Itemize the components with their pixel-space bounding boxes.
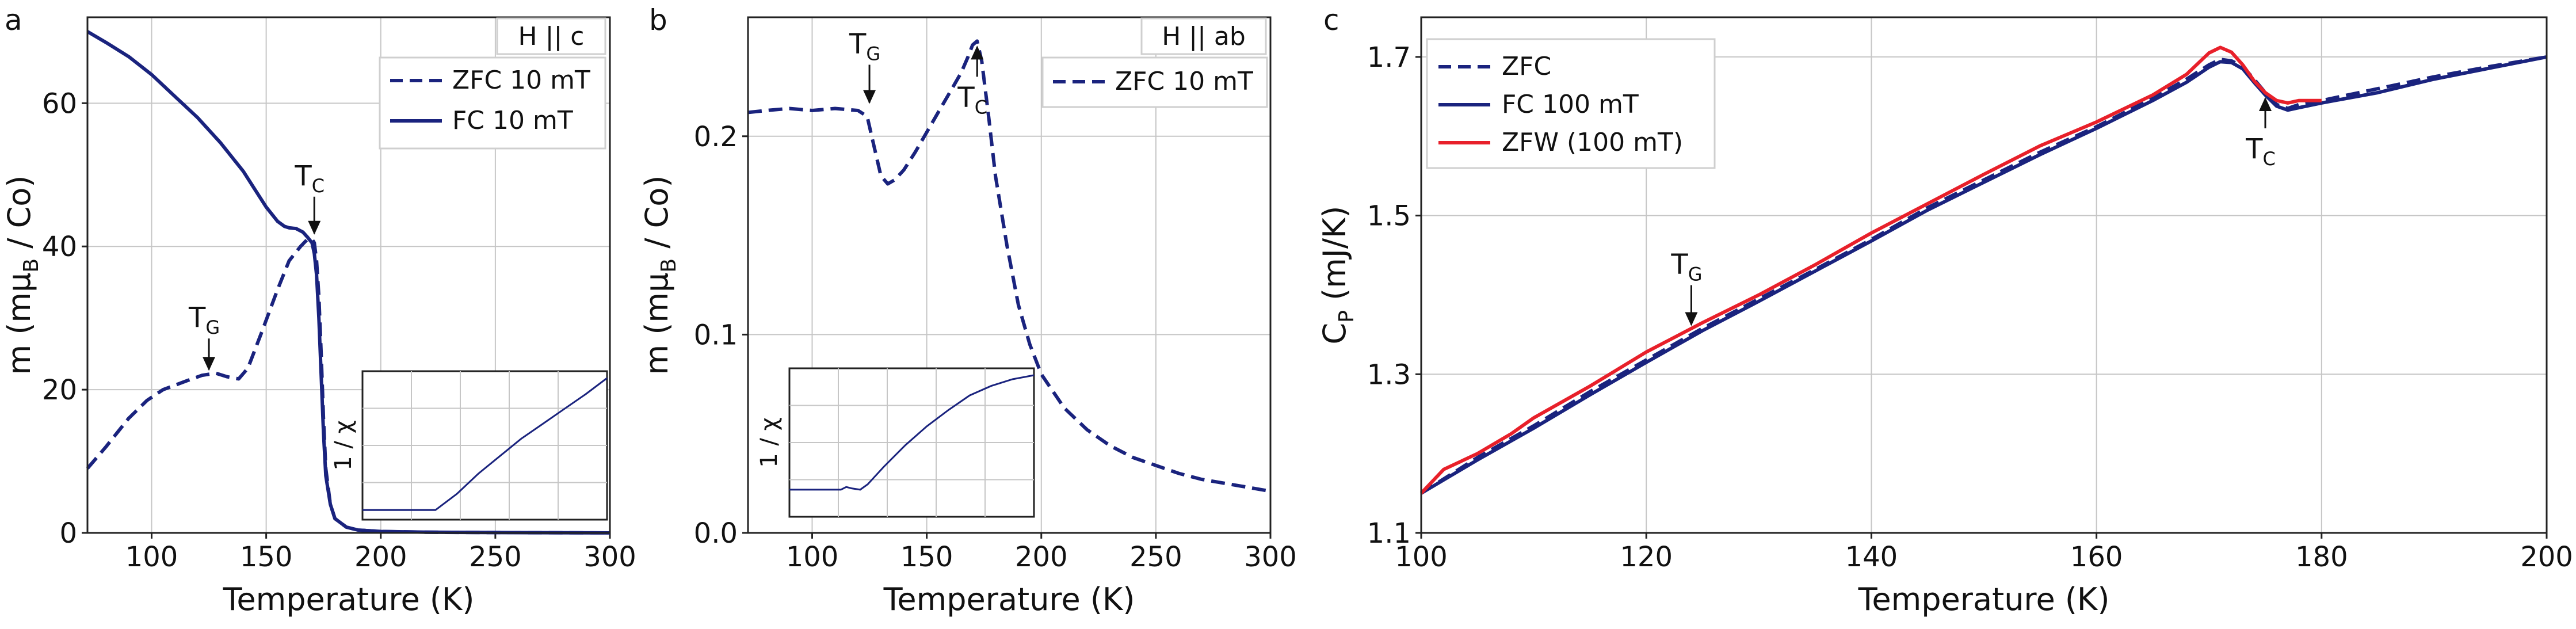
panel-a: a 100 150 200 250 300 0 20 40 60 1 / χ H || c ZF… xyxy=(1,3,636,617)
panel-b-inset: 1 / χ xyxy=(756,367,1035,518)
panel-c-letter: c xyxy=(1323,3,1339,37)
panel-b-inset-ylabel: 1 / χ xyxy=(756,417,783,467)
panel-b-letter: b xyxy=(649,3,667,37)
y-tick-label: 20 xyxy=(42,374,77,406)
panel-c: c 100 120 140 160 180 200 1.1 1.3 1.5 1.7 ZFC FC … xyxy=(1316,3,2573,617)
annotation-TG-label: TG xyxy=(849,28,880,65)
x-tick-label: 100 xyxy=(125,541,178,573)
panel-b-legend: ZFC 10 mT xyxy=(1041,56,1268,108)
series-fc-10-mt-line xyxy=(86,30,610,535)
x-tick-label: 160 xyxy=(2070,541,2123,573)
annotation-arrowhead xyxy=(971,45,984,60)
legend-label-zfc: ZFC 10 mT xyxy=(452,66,590,95)
panel-a-ylabel: m (mμB / Co) xyxy=(1,176,43,375)
panel-a-annotations: TC TG xyxy=(188,160,325,371)
panel-c-legend: ZFC FC 100 mT ZFW (100 mT) xyxy=(1426,38,1716,169)
series-zfw-100-mt-line xyxy=(1419,45,2322,495)
annotation-arrowhead xyxy=(308,220,321,235)
y-tick-label: 0 xyxy=(59,517,77,550)
y-tick-label: 1.1 xyxy=(1367,517,1411,550)
y-tick-label: 1.7 xyxy=(1367,41,1411,74)
x-tick-label: 200 xyxy=(2520,541,2573,573)
y-tick-label: 1.3 xyxy=(1367,359,1411,391)
x-tick-label: 250 xyxy=(1129,541,1182,573)
x-tick-label: 120 xyxy=(1620,541,1673,573)
x-tick-label: 200 xyxy=(354,541,407,573)
y-tick-label: 1.5 xyxy=(1367,200,1411,232)
legend-label-fc-c: FC 100 mT xyxy=(1502,90,1639,119)
panel-a-inset: 1 / χ xyxy=(330,370,608,521)
y-tick-label: 0.0 xyxy=(694,517,738,550)
panel-b-ylabel: m (mμB / Co) xyxy=(639,176,681,375)
y-tick-label: 60 xyxy=(42,87,77,120)
annotation-arrowhead xyxy=(863,90,876,104)
panel-c-xlabel: Temperature (K) xyxy=(1858,581,2110,617)
x-tick-label: 100 xyxy=(786,541,839,573)
annotation-arrowhead xyxy=(203,357,216,371)
series-zfc-10-mt-line xyxy=(747,39,1271,493)
panel-b-annotations: TG TC xyxy=(849,28,987,119)
x-tick-label: 140 xyxy=(1845,541,1898,573)
panel-b-ticks: 100 150 200 250 300 0.0 0.1 0.2 xyxy=(694,121,1297,573)
x-tick-label: 200 xyxy=(1015,541,1068,573)
legend-label-fc: FC 10 mT xyxy=(452,106,573,135)
annotation-arrowhead xyxy=(2259,97,2272,111)
x-tick-label: 180 xyxy=(2295,541,2348,573)
legend-label-zfc-b: ZFC 10 mT xyxy=(1115,67,1253,96)
panel-b-series xyxy=(747,39,1271,493)
panel-a-legend: ZFC 10 mT FC 10 mT xyxy=(379,56,606,150)
panel-a-series xyxy=(86,30,610,535)
annotation-TG-label: TG xyxy=(1670,248,1702,285)
annotation-TC-label: TC xyxy=(2245,133,2276,170)
inset-inverse-susceptibility-line xyxy=(362,377,608,511)
x-tick-label: 150 xyxy=(900,541,953,573)
y-tick-label: 40 xyxy=(42,231,77,263)
panel-a-frame xyxy=(86,16,611,534)
legend-label-zfw-c: ZFW (100 mT) xyxy=(1502,128,1683,157)
series-zfc-line xyxy=(1420,55,2547,495)
panel-a-xlabel: Temperature (K) xyxy=(223,581,475,617)
series-fc-100-mt-line xyxy=(1420,55,2547,495)
panel-a-field-label: H || c xyxy=(518,22,585,51)
panel-c-series xyxy=(1419,45,2547,495)
panel-b-xlabel: Temperature (K) xyxy=(883,581,1135,617)
panel-b: b 100 150 200 250 300 0.0 0.1 0.2 1 / χ H || ab… xyxy=(639,3,1297,617)
panel-a-inset-ylabel: 1 / χ xyxy=(330,420,357,470)
x-tick-label: 300 xyxy=(1244,541,1297,573)
legend-label-zfc-c: ZFC xyxy=(1502,52,1551,81)
panel-b-frame xyxy=(747,16,1272,534)
panel-a-ticks: 100 150 200 250 300 0 20 40 60 xyxy=(42,87,636,573)
panel-c-frame xyxy=(1420,16,2548,534)
y-tick-label: 0.2 xyxy=(694,121,738,153)
x-tick-label: 250 xyxy=(469,541,522,573)
panel-b-field-label: H || ab xyxy=(1162,22,1246,51)
y-tick-label: 0.1 xyxy=(694,319,738,351)
panel-a-letter: a xyxy=(5,3,22,37)
annotation-TC-label: TC xyxy=(294,160,325,197)
annotation-TG-label: TG xyxy=(188,302,220,338)
x-tick-label: 300 xyxy=(583,541,636,573)
x-tick-label: 150 xyxy=(240,541,293,573)
panel-c-annotations: TG TC xyxy=(1670,97,2276,326)
x-tick-label: 100 xyxy=(1395,541,1448,573)
panel-c-ticks: 100 120 140 160 180 200 1.1 1.3 1.5 1.7 xyxy=(1367,41,2573,573)
panel-c-ylabel: CP (mJ/K) xyxy=(1316,206,1358,345)
annotation-TC-label: TC xyxy=(957,81,987,118)
annotation-arrowhead xyxy=(1685,312,1698,326)
inset-inverse-susceptibility-line xyxy=(789,374,1035,491)
